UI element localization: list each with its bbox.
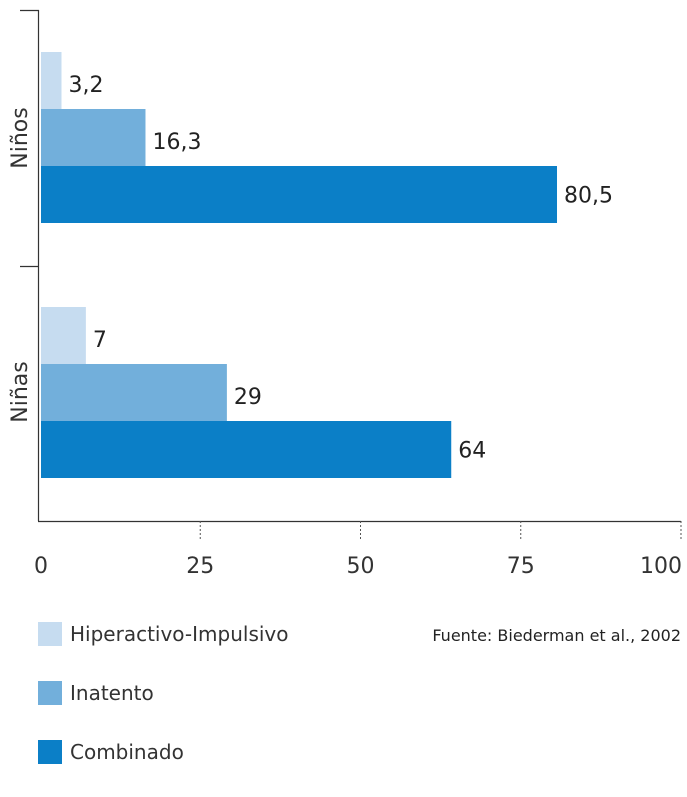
- x-tick-label: 25: [186, 554, 214, 579]
- x-tick-label: 75: [507, 554, 535, 579]
- legend-item-combinado: Combinado: [38, 738, 289, 766]
- legend-label: Inatento: [70, 681, 154, 705]
- legend-swatch: [38, 622, 62, 646]
- legend: Hiperactivo-Impulsivo Inatento Combinado: [38, 620, 289, 797]
- data-label: 7: [93, 328, 107, 353]
- bar: [41, 421, 452, 478]
- source-note: Fuente: Biederman et al., 2002: [432, 626, 681, 645]
- data-label: 29: [234, 385, 262, 410]
- data-label: 80,5: [564, 184, 613, 209]
- data-label: 64: [458, 439, 486, 464]
- data-label: 16,3: [152, 130, 201, 155]
- legend-label: Combinado: [70, 740, 184, 764]
- legend-label: Hiperactivo-Impulsivo: [70, 622, 289, 646]
- category-label: Niños: [8, 107, 33, 168]
- legend-item-hiperactivo: Hiperactivo-Impulsivo: [38, 620, 289, 648]
- bar: [41, 52, 62, 109]
- bar: [41, 364, 227, 421]
- legend-swatch: [38, 740, 62, 764]
- data-label: 3,2: [69, 73, 104, 98]
- legend-swatch: [38, 681, 62, 705]
- category-label: Niñas: [8, 361, 33, 422]
- bar: [41, 307, 86, 364]
- legend-item-inatento: Inatento: [38, 679, 289, 707]
- x-tick-label: 100: [640, 554, 682, 579]
- bar: [41, 109, 146, 166]
- x-tick-label: 0: [34, 554, 48, 579]
- x-tick-label: 50: [347, 554, 375, 579]
- bar-chart: 0 25 50 75 100 Niños Niñas 3,2 16,3 80,5 7 29 64: [8, 9, 682, 579]
- bar: [41, 166, 558, 223]
